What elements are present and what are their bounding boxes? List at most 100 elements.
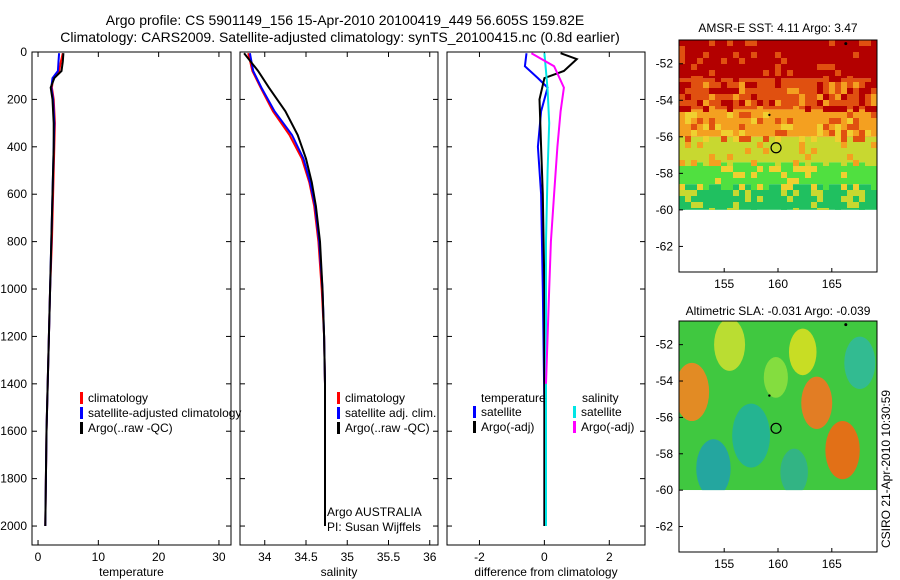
sst_map-pixel: [847, 112, 853, 118]
sst_map-pixel: [787, 148, 793, 154]
sla_map-float-marker: [770, 422, 782, 434]
sst_map-pixel: [745, 148, 751, 154]
sst_map-pixel: [697, 172, 703, 178]
sst_map-pixel: [853, 52, 859, 58]
sst_map-pixel: [715, 88, 721, 94]
sla_map-anomaly-blob: [732, 403, 771, 468]
sla_map-xtick-label: 155: [714, 557, 734, 571]
sst_map-pixel: [841, 172, 847, 178]
sst_map-pixel: [829, 148, 835, 154]
sst_map-pixel: [847, 130, 853, 136]
sst_map-pixel: [739, 40, 745, 46]
sst_map-pixel: [685, 118, 691, 124]
sst_map-pixel: [859, 70, 865, 76]
temperature-ytick-label: 1000: [0, 282, 27, 296]
sst_map-pixel: [733, 94, 739, 100]
sst_map-pixel: [853, 82, 859, 88]
sst_map-pixel: [727, 88, 733, 94]
difference-series-sal_satellite: [543, 53, 551, 526]
sst_map-pixel: [727, 202, 733, 208]
sst_map-pixel: [739, 112, 745, 118]
sst_map-pixel: [679, 88, 685, 94]
figure-title-line2: Climatology: CARS2009. Satellite-adjuste…: [60, 29, 620, 45]
sst_map-pixel: [841, 82, 847, 88]
sst_map-pixel: [793, 64, 799, 70]
salinity-xtick-label: 35: [341, 550, 355, 564]
sst_map-pixel: [751, 118, 757, 124]
sst_map-pixel: [679, 172, 685, 178]
sla_map-anomaly-blob: [844, 336, 876, 390]
sst_map-pixel: [811, 136, 817, 142]
sst_map-pixel: [733, 58, 739, 64]
sst_map-pixel: [817, 124, 823, 130]
sla_map-anomaly-blob: [780, 448, 808, 491]
sst_map-pixel: [865, 40, 871, 46]
sst_map-pixel: [823, 76, 829, 82]
sst_map-pixel: [835, 106, 841, 112]
sst_map-pixel: [823, 64, 829, 70]
sst_map-pixel: [703, 70, 709, 76]
salinity-series-climatology: [247, 52, 326, 526]
sst_map-pixel: [763, 166, 769, 172]
sst_map-pixel: [721, 136, 727, 142]
sst_map-pixel: [721, 154, 727, 160]
sst_map-pixel: [781, 40, 787, 46]
sst_map-pixel: [829, 88, 835, 94]
sst_map-pixel: [709, 70, 715, 76]
sst_map-pixel: [823, 106, 829, 112]
sst_map-pixel: [739, 130, 745, 136]
sst_map-pixel: [685, 94, 691, 100]
sst_map-pixel: [697, 100, 703, 106]
sst_map-pixel: [847, 118, 853, 124]
sst_map-pixel: [739, 70, 745, 76]
sst_map-pixel: [781, 124, 787, 130]
sla_map-title: Altimetric SLA: -0.031 Argo: -0.039: [686, 304, 871, 318]
sst_map-pixel: [769, 70, 775, 76]
sst_map-pixel: [853, 160, 859, 166]
difference-legend-temp-satellite: satellite: [481, 405, 522, 419]
sst_map-pixel: [817, 190, 823, 196]
sst_map-pixel: [727, 160, 733, 166]
sst_map-pixel: [703, 124, 709, 130]
sst_map-pixel: [859, 40, 865, 46]
sst_map-pixel: [787, 184, 793, 190]
sst_map-pixel: [871, 106, 877, 112]
salinity-xlabel: salinity: [321, 565, 358, 579]
sst_map-pixel: [727, 208, 733, 210]
sst_map-pixel: [817, 52, 823, 58]
sla-map-panel: Altimetric SLA: -0.031 Argo: -0.039 155 16…: [656, 304, 878, 571]
sst_map-pixel: [787, 88, 793, 94]
sst_map-pixel: [715, 178, 721, 184]
sst_map-pixel: [871, 76, 877, 82]
sst_map-pixel: [841, 94, 847, 100]
sst_map-pixel: [691, 112, 697, 118]
sst_map-pixel: [679, 160, 685, 166]
sst_map-pixel: [691, 64, 697, 70]
sst_map-pixel: [679, 190, 685, 196]
sst_map-pixel: [697, 118, 703, 124]
sst_map-pixel: [697, 76, 703, 82]
temperature-series-argo: [44, 53, 65, 527]
sst_map-pixel: [685, 190, 691, 196]
sst_map-pixel: [847, 124, 853, 130]
sst_map-ytick-label: -54: [656, 93, 674, 107]
sst_map-pixel: [817, 88, 823, 94]
sst_map-pixel: [715, 58, 721, 64]
sst_map-pixel: [811, 190, 817, 196]
sst_map-pixel: [751, 40, 757, 46]
sst_map-pixel: [721, 184, 727, 190]
sst_map-pixel: [685, 196, 691, 202]
temperature-ytick-label: 2000: [0, 519, 27, 533]
sst_map-pixel: [769, 100, 775, 106]
sst_map-pixel: [691, 190, 697, 196]
sst_map-pixel: [811, 202, 817, 208]
sst_map-pixel: [697, 58, 703, 64]
sst_map-pixel: [817, 196, 823, 202]
difference-xlabel: difference from climatology: [474, 565, 617, 579]
sst_map-pixel: [709, 118, 715, 124]
sst_map-pixel: [739, 82, 745, 88]
sst_map-pixel: [745, 100, 751, 106]
sst_map-pixel: [871, 148, 877, 154]
sst_map-pixel: [781, 172, 787, 178]
sst_map-pixel: [823, 100, 829, 106]
